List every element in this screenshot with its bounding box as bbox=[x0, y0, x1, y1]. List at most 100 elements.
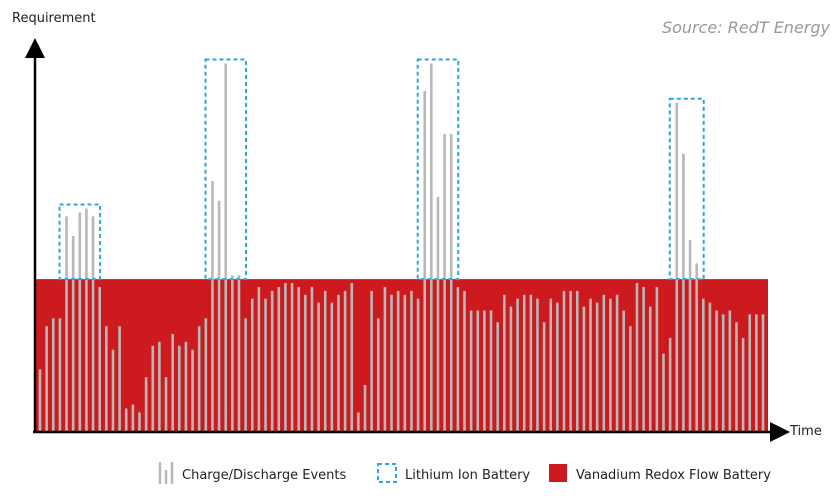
event-bar bbox=[503, 294, 506, 432]
event-bar bbox=[71, 236, 75, 432]
event-bar bbox=[118, 326, 121, 432]
event-bar bbox=[536, 298, 539, 432]
lithium-box bbox=[668, 97, 705, 281]
event-bar bbox=[191, 349, 194, 432]
event-bar bbox=[51, 318, 55, 432]
event-bar bbox=[231, 275, 234, 432]
y-axis-label: Requirement bbox=[12, 11, 96, 26]
event-bar bbox=[164, 377, 168, 432]
event-bar bbox=[615, 294, 619, 432]
event-bar bbox=[463, 290, 466, 432]
event-bar bbox=[589, 298, 592, 432]
event-bar bbox=[595, 302, 599, 432]
event-bar bbox=[635, 283, 639, 432]
event-bar bbox=[58, 318, 62, 432]
event-bar bbox=[197, 326, 201, 432]
event-bar bbox=[204, 318, 208, 432]
event-bar bbox=[476, 310, 480, 432]
event-bar bbox=[629, 326, 632, 432]
event-bar bbox=[403, 294, 407, 432]
event-bar bbox=[376, 318, 380, 432]
event-bar bbox=[410, 290, 413, 432]
event-bar bbox=[224, 63, 228, 433]
flow-battery-area bbox=[35, 279, 768, 432]
event-bar bbox=[582, 306, 586, 432]
source: Source: RedT Energy bbox=[662, 18, 831, 37]
legend-label: Lithium Ion Battery bbox=[405, 468, 530, 483]
event-bar bbox=[648, 306, 652, 432]
event-bar bbox=[337, 294, 340, 432]
event-bar bbox=[177, 345, 181, 432]
event-bar bbox=[509, 306, 513, 432]
event-bar bbox=[622, 310, 626, 432]
event-bar bbox=[284, 283, 287, 432]
event-bar bbox=[662, 353, 665, 432]
event-bar bbox=[609, 298, 612, 432]
event-bar bbox=[237, 275, 241, 432]
event-bar bbox=[244, 318, 247, 432]
event-bar bbox=[184, 341, 188, 432]
event-bar bbox=[708, 302, 712, 432]
event-bar bbox=[516, 298, 519, 432]
event-bar bbox=[323, 290, 327, 432]
event-bar bbox=[748, 314, 752, 432]
event-bar bbox=[343, 290, 347, 432]
event-bar bbox=[721, 314, 725, 432]
event-bar bbox=[111, 349, 115, 432]
plot-area bbox=[35, 58, 768, 433]
lithium-box bbox=[204, 58, 247, 281]
event-bar bbox=[575, 290, 579, 432]
event-bar bbox=[430, 63, 433, 433]
event-bar bbox=[496, 322, 499, 432]
event-bar bbox=[310, 286, 314, 432]
event-bar bbox=[38, 369, 42, 432]
lithium-box bbox=[58, 203, 102, 281]
event-bar bbox=[423, 90, 427, 433]
event-bar bbox=[489, 310, 493, 432]
event-bar bbox=[138, 412, 141, 432]
event-bar bbox=[124, 408, 128, 432]
event-bar bbox=[363, 384, 367, 432]
event-bar bbox=[443, 134, 446, 432]
event-bar bbox=[78, 212, 82, 432]
event-bar bbox=[304, 294, 307, 432]
event-bar bbox=[131, 404, 135, 432]
event-bar bbox=[755, 314, 758, 432]
event-bar bbox=[741, 337, 745, 432]
event-bar bbox=[549, 298, 553, 432]
event-bar bbox=[65, 216, 68, 432]
event-bar bbox=[456, 286, 460, 432]
event-bar bbox=[735, 322, 738, 432]
event-bar bbox=[556, 302, 559, 432]
event-bar bbox=[317, 302, 320, 432]
event-bar bbox=[655, 286, 659, 432]
event-bar bbox=[290, 283, 294, 432]
event-bar bbox=[715, 310, 718, 432]
event-bar bbox=[264, 298, 267, 432]
lithium-box bbox=[416, 58, 460, 281]
event-bar bbox=[277, 286, 281, 432]
event-bar bbox=[158, 341, 161, 432]
event-bar bbox=[357, 412, 360, 432]
event-bar bbox=[297, 286, 300, 432]
event-bar bbox=[257, 286, 261, 432]
legend: Charge/Discharge Events Lithium Ion Batt… bbox=[158, 462, 771, 484]
event-bar bbox=[211, 181, 214, 432]
legend-label: Charge/Discharge Events bbox=[182, 468, 347, 483]
event-bar bbox=[695, 263, 698, 432]
event-bar bbox=[250, 298, 254, 432]
event-bar bbox=[761, 314, 765, 432]
event-bar bbox=[330, 302, 334, 432]
event-bar bbox=[105, 326, 108, 432]
event-bar bbox=[675, 102, 679, 432]
x-axis-label: Time bbox=[789, 424, 822, 439]
event-bar bbox=[529, 294, 533, 432]
event-bar bbox=[396, 290, 400, 432]
event-bar bbox=[383, 286, 387, 432]
legend-label: Vanadium Redox Flow Battery bbox=[576, 468, 771, 483]
event-bar bbox=[151, 345, 155, 432]
event-bar bbox=[562, 290, 566, 432]
event-bar bbox=[217, 200, 221, 432]
event-bar bbox=[91, 216, 95, 432]
